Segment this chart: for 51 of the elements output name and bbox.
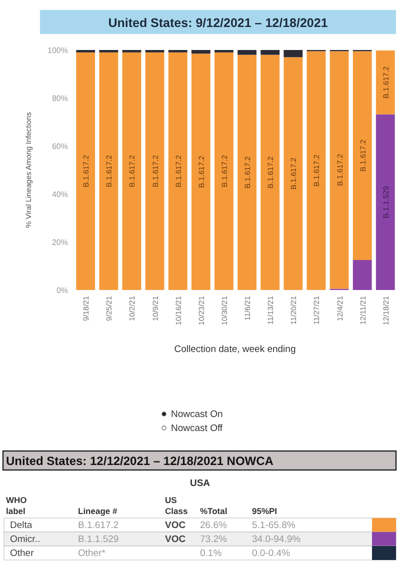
text: United States: 12/12/2021 – 12/18/2021 NOWCA (6, 454, 274, 468)
category-label: 95%PI (252, 506, 278, 516)
category-label: WHO label (6, 495, 28, 516)
y-tick-label: 40% (52, 190, 68, 199)
y-tick-label: 20% (52, 238, 68, 247)
bar (352, 51, 372, 260)
bar (330, 51, 349, 289)
bar (191, 50, 210, 54)
bar (284, 50, 303, 58)
bar (260, 50, 280, 55)
x-axis-title: Collection date, week ending (174, 344, 296, 355)
text: VOC (165, 534, 186, 545)
bar (238, 54, 256, 290)
category-label: Lineage # (78, 506, 118, 516)
bar (122, 52, 142, 290)
category-label: US Class (165, 495, 188, 516)
text: 34.0-94.9% (252, 534, 301, 545)
text: B.1.617.2 (78, 520, 119, 531)
text: Nowcast On (171, 409, 223, 420)
text: USA (190, 478, 210, 489)
y-tick-label: 0% (56, 286, 68, 295)
bar (214, 52, 234, 290)
text: VOC (165, 520, 186, 531)
y-tick-label: 60% (52, 142, 68, 151)
text: 73.2% (200, 534, 227, 545)
bar (99, 52, 118, 290)
bar (352, 260, 372, 290)
text: 0.0-0.4% (252, 548, 290, 559)
bar (238, 50, 256, 55)
category-label: Delta (10, 520, 32, 531)
text: 26.6% (200, 520, 227, 531)
text: 0.1% (200, 548, 222, 559)
bar (260, 54, 280, 290)
y-tick-label: 100% (48, 46, 68, 55)
category-label: Omicr.. (10, 534, 40, 545)
text: 5.1-65.8% (252, 520, 296, 531)
text: B.1.1.529 (78, 534, 119, 545)
bar (145, 52, 164, 290)
bar (168, 52, 188, 290)
category-label: %Total (200, 506, 228, 516)
text: Other* (78, 548, 106, 559)
bar (191, 54, 210, 290)
bar (76, 52, 96, 290)
bar (376, 50, 395, 114)
category-label: Other (10, 548, 34, 559)
y-tick-label: 80% (52, 94, 68, 103)
chart-title: United States: 9/12/2021 – 12/18/2021 (108, 16, 328, 30)
bar (376, 114, 395, 290)
bar (284, 57, 303, 290)
bar (306, 51, 326, 290)
text: Nowcast Off (171, 423, 223, 434)
